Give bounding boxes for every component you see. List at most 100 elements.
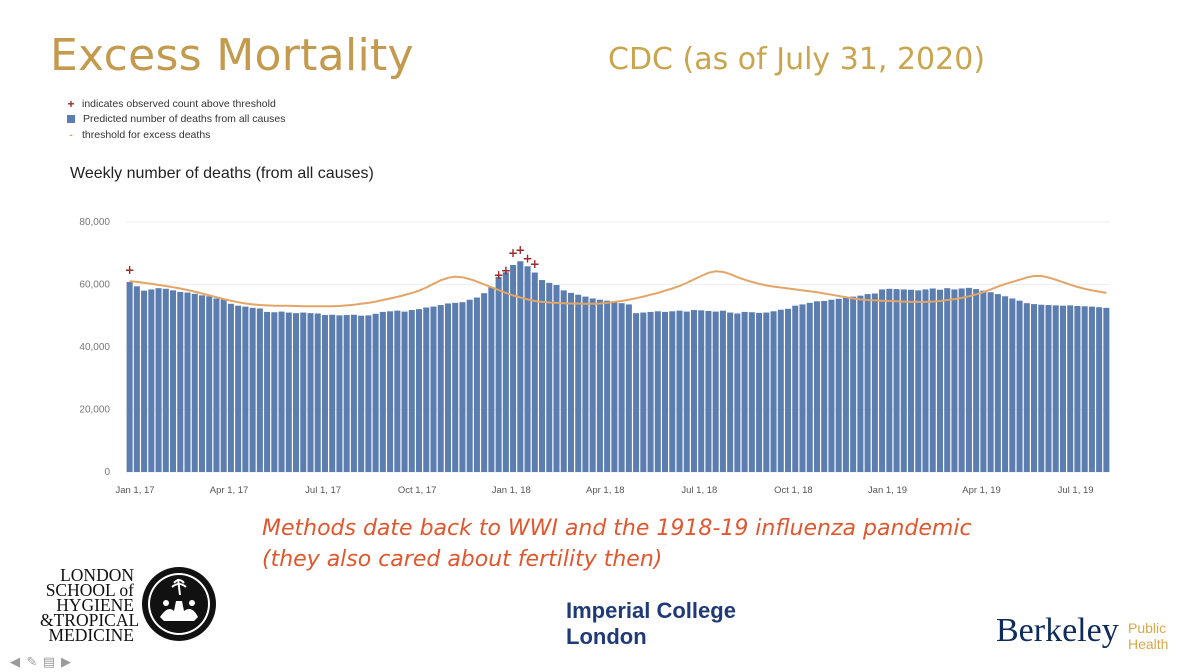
imperial-logo: Imperial College London <box>566 598 736 650</box>
data-bar <box>647 311 654 472</box>
arrow-left-icon[interactable]: ◀ <box>10 654 20 669</box>
data-bar <box>770 311 777 472</box>
data-bar <box>893 289 900 472</box>
data-bar <box>459 302 466 472</box>
data-bar <box>1088 306 1095 472</box>
data-bar <box>1023 303 1030 472</box>
data-bar <box>879 289 886 472</box>
data-bar <box>408 310 415 472</box>
data-bar <box>444 303 451 472</box>
data-bar <box>864 294 871 472</box>
data-bar <box>1045 305 1052 472</box>
data-bar <box>756 312 763 472</box>
data-bar <box>575 294 582 472</box>
observed-marker: + <box>494 268 504 282</box>
data-bar <box>900 289 907 472</box>
data-bar <box>473 297 480 472</box>
data-bar <box>539 280 546 472</box>
x-tick-label: Apr 1, 18 <box>586 485 625 496</box>
data-bar <box>1096 307 1103 472</box>
legend-label-predicted: Predicted number of deaths from all caus… <box>83 113 286 126</box>
data-bar <box>401 311 408 472</box>
pencil-icon[interactable]: ✎ <box>26 654 38 669</box>
data-bar <box>502 272 509 472</box>
data-bar <box>141 290 148 472</box>
data-bar <box>343 315 350 472</box>
data-bar <box>293 313 300 472</box>
menu-icon[interactable]: ▤ <box>42 654 56 669</box>
data-bar <box>842 297 849 472</box>
lshtm-crest-icon <box>142 567 216 641</box>
data-bar <box>213 298 220 472</box>
bar-swatch-icon <box>67 115 75 124</box>
data-bar <box>198 295 205 472</box>
data-bar <box>785 308 792 472</box>
y-tick-label: 60,000 <box>79 279 110 290</box>
lshtm-line: SCHOOL of <box>45 580 134 600</box>
data-bar <box>683 311 690 472</box>
data-bar <box>1074 305 1081 472</box>
data-bar <box>915 290 922 472</box>
data-bar <box>191 293 198 472</box>
data-bar <box>871 293 878 472</box>
data-bar <box>1009 298 1016 472</box>
data-bar <box>170 290 177 472</box>
data-bar <box>690 310 697 472</box>
data-bar <box>481 293 488 472</box>
data-bar <box>958 288 965 472</box>
data-bar <box>850 296 857 472</box>
data-bar <box>741 311 748 472</box>
data-bar <box>394 310 401 472</box>
data-bar <box>1052 305 1059 472</box>
data-bar <box>365 315 372 472</box>
data-bar <box>792 305 799 472</box>
data-bar <box>437 305 444 472</box>
data-bar <box>423 307 430 472</box>
data-bar <box>1016 300 1023 472</box>
data-bar <box>517 261 524 472</box>
data-bar <box>336 315 343 472</box>
data-bar <box>379 311 386 472</box>
data-bar <box>278 311 285 472</box>
data-bar <box>133 286 140 472</box>
berkeley-public-health: Public Health <box>1128 620 1168 652</box>
data-bar <box>965 287 972 472</box>
arrow-right-icon[interactable]: ▶ <box>61 654 71 669</box>
data-bar <box>155 288 162 472</box>
data-bar <box>835 298 842 472</box>
legend-label-threshold: threshold for excess deaths <box>82 128 211 141</box>
observed-marker: + <box>523 251 533 265</box>
observed-marker: + <box>501 264 511 278</box>
data-bar <box>640 312 647 472</box>
data-bar <box>727 312 734 472</box>
data-bar <box>973 289 980 472</box>
slide-toolbar: ◀ ✎ ▤ ▶ <box>8 655 73 669</box>
data-bar <box>264 311 271 472</box>
threshold-line <box>129 270 1107 308</box>
data-bar <box>705 310 712 472</box>
data-bar <box>350 314 357 472</box>
data-bar <box>206 296 213 472</box>
data-bar <box>1081 306 1088 472</box>
data-bar <box>596 299 603 472</box>
data-bar <box>162 288 169 472</box>
y-tick-label: 20,000 <box>79 404 110 415</box>
x-tick-label: Jan 1, 19 <box>868 485 907 496</box>
data-bar <box>712 311 719 472</box>
data-bar <box>1031 304 1038 472</box>
data-bar <box>387 311 394 472</box>
legend-label-observed: indicates observed count above threshold <box>82 97 276 110</box>
data-bar <box>321 315 328 472</box>
lshtm-line: MEDICINE <box>48 625 134 645</box>
data-bar <box>589 298 596 472</box>
x-tick-label: Oct 1, 18 <box>774 485 813 496</box>
data-bar <box>777 309 784 472</box>
x-tick-label: Oct 1, 17 <box>398 485 437 496</box>
data-bar <box>944 288 951 472</box>
data-bar <box>922 289 929 472</box>
page-subtitle: CDC (as of July 31, 2020) <box>608 42 986 77</box>
data-bar <box>256 308 263 472</box>
data-bar <box>271 312 278 472</box>
data-bar <box>300 312 307 472</box>
data-bar <box>546 282 553 472</box>
